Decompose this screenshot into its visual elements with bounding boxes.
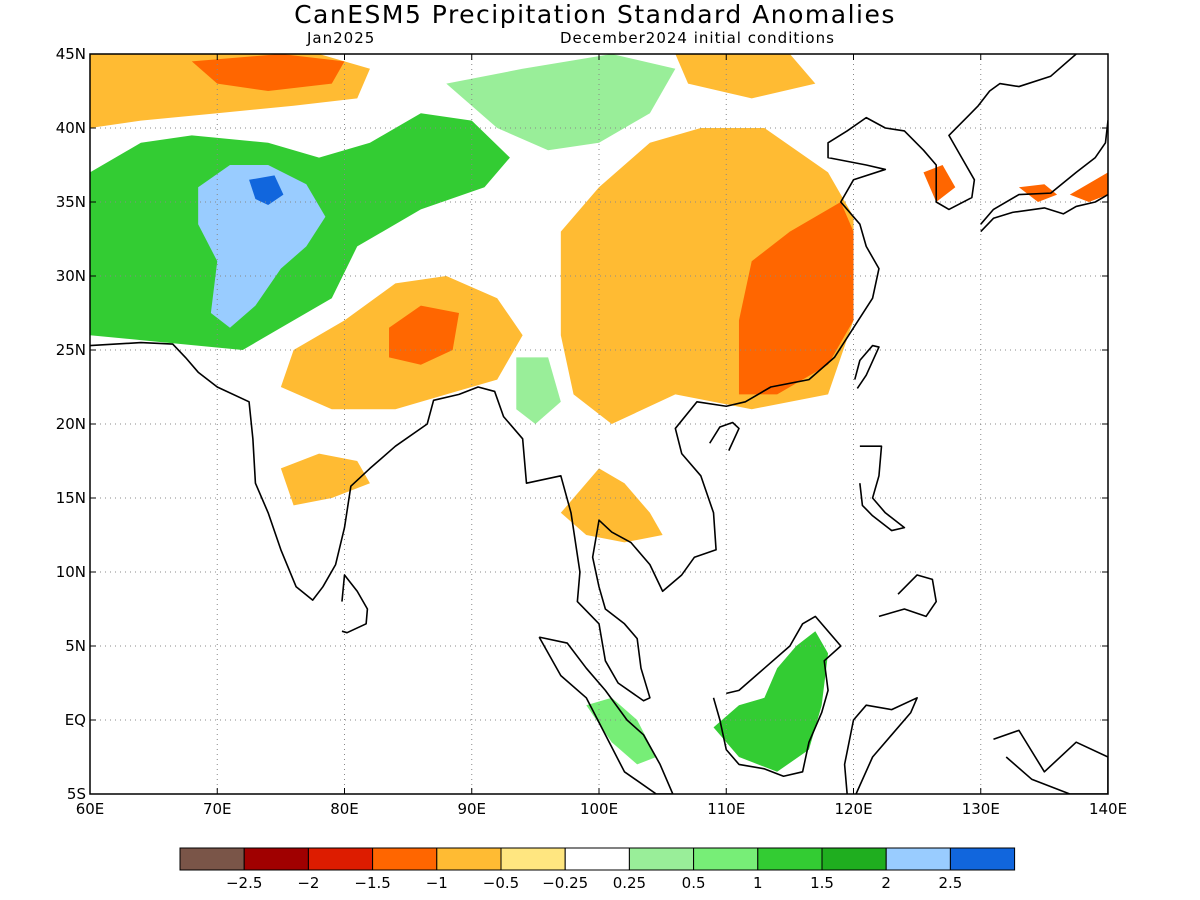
coastline-0 <box>90 54 1077 702</box>
lat-tick-label: 5N <box>65 637 86 655</box>
anomaly-region-mongolia-dry <box>675 54 816 99</box>
anomaly-region-burma-wet <box>516 357 561 424</box>
coastline-1 <box>341 574 369 634</box>
anomaly-region-sumatra-wet <box>586 697 657 765</box>
colorbar-label: −0.5 <box>483 874 519 892</box>
lat-tick-label: 15N <box>56 489 86 507</box>
coastline-9 <box>843 696 918 794</box>
lat-tick-label: 30N <box>56 267 86 285</box>
coastline-2 <box>538 636 674 794</box>
anomaly-region-kashmir-core <box>249 175 284 205</box>
lon-tick-label: 90E <box>457 800 486 818</box>
forecast-month: Jan2025 <box>307 29 376 47</box>
lon-tick-label: 120E <box>834 800 872 818</box>
colorbar-label: 1 <box>753 874 763 892</box>
coastline-6 <box>859 445 906 532</box>
anomaly-region-kazakh-dry-core <box>191 54 345 91</box>
lon-tick-label: 100E <box>580 800 618 818</box>
lat-tick-label: 10N <box>56 563 86 581</box>
lat-tick-label: 20N <box>56 415 86 433</box>
colorbar-swatch <box>564 847 630 871</box>
colorbar-swatch <box>757 847 823 871</box>
anomaly-region-kashmir-strong-wet <box>198 165 326 328</box>
colorbar-label: −1 <box>426 874 448 892</box>
initial-conditions: December2024 initial conditions <box>560 29 835 47</box>
colorbar-swatch <box>628 847 695 871</box>
anomaly-region-korea-dry <box>923 165 956 202</box>
lat-tick-label: 35N <box>56 193 86 211</box>
coastline-5 <box>853 344 880 389</box>
lon-tick-label: 80E <box>330 800 359 818</box>
colorbar-swatch <box>821 847 887 871</box>
chart-title: CanESM5 Precipitation Standard Anomalies <box>294 0 896 29</box>
colorbar-swatch <box>436 847 502 871</box>
lat-tick-label: EQ <box>65 711 86 729</box>
colorbar-swatch <box>307 847 374 871</box>
lon-tick-label: 70E <box>203 800 232 818</box>
anomaly-region-nepal-dry-core <box>389 305 460 365</box>
colorbar-label: 1.5 <box>810 874 834 892</box>
lon-tick-label: 130E <box>962 800 1000 818</box>
anomaly-region-china-dry-core <box>738 202 854 395</box>
anomaly-region-deccan-dry <box>280 453 370 506</box>
lat-tick-label: 25N <box>56 341 86 359</box>
colorbar-label: −2 <box>297 874 319 892</box>
colorbar-label: 0.5 <box>682 874 706 892</box>
colorbar-label: 2.5 <box>938 874 962 892</box>
colorbar-swatch <box>885 847 951 871</box>
colorbar-swatch <box>693 847 759 871</box>
colorbar-swatch <box>372 847 438 871</box>
coastline-10 <box>993 729 1108 794</box>
colorbar-label: 2 <box>881 874 891 892</box>
coastline-8 <box>980 119 1108 233</box>
lat-tick-label: 40N <box>56 119 86 137</box>
anomaly-region-china-wet-north <box>446 54 676 151</box>
lon-tick-label: 110E <box>707 800 745 818</box>
coastline-7 <box>878 574 938 618</box>
colorbar-swatch <box>243 847 309 871</box>
colorbar-swatch <box>949 847 1016 871</box>
lon-tick-label: 60E <box>76 800 105 818</box>
coastline-4 <box>709 421 740 451</box>
colorbar-label: 0.25 <box>613 874 646 892</box>
colorbar-swatch <box>500 847 566 871</box>
colorbar-label: −1.5 <box>354 874 390 892</box>
anomaly-region-indochina-dry <box>560 468 663 543</box>
coastline-3 <box>712 615 842 778</box>
lat-tick-label: 45N <box>56 45 86 63</box>
colorbar-swatch <box>179 847 245 871</box>
anomaly-region-honshu-dry <box>1069 172 1108 202</box>
lat-tick-label: 5S <box>67 785 86 803</box>
colorbar-label: −2.5 <box>226 874 262 892</box>
lon-tick-label: 140E <box>1089 800 1127 818</box>
anomaly-region-borneo-wet <box>713 631 829 772</box>
colorbar-label: −0.25 <box>542 874 588 892</box>
